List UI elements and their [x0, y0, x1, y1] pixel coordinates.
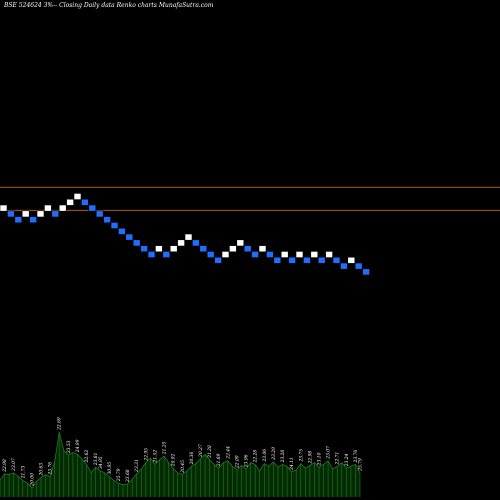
renko-brick-up	[36, 210, 45, 218]
renko-brick-down	[362, 268, 370, 276]
volume-value-label: 34.95	[99, 456, 104, 469]
renko-brick-down	[243, 245, 252, 253]
renko-brick-down	[147, 251, 156, 258]
renko-brick-down	[206, 251, 215, 258]
renko-brick-down	[199, 245, 208, 253]
renko-brick-down	[288, 256, 296, 264]
renko-brick-up	[258, 245, 267, 253]
renko-bricks	[0, 193, 370, 276]
volume-value-label: 23.28	[281, 450, 286, 464]
volume-value-label: 22.95	[144, 448, 149, 462]
renko-brick-up	[58, 204, 67, 212]
volume-value-label: 30.95	[108, 462, 113, 475]
volume-value-label: 24.11	[290, 457, 295, 471]
volume-value-label: 22.98	[308, 451, 313, 465]
renko-brick-up	[0, 204, 8, 212]
volume-value-label: 22.62	[85, 450, 90, 464]
volume-value-label: 22.44	[226, 446, 231, 460]
chart-title: BSE 524624 3%-- Closing Daily data Renko…	[3, 2, 214, 9]
renko-brick-down	[303, 256, 311, 264]
renko-brick-up	[21, 210, 30, 218]
renko-brick-down	[103, 216, 111, 224]
volume-value-label: 25.79	[359, 458, 364, 472]
volume-value-label: 20.45	[181, 460, 186, 474]
renko-brick-down	[192, 239, 200, 247]
renko-brick-up	[184, 233, 193, 241]
volume-value-label: 21.52	[153, 450, 158, 464]
volume-value-label: 25.79	[117, 468, 122, 482]
renko-brick-down	[29, 216, 37, 224]
renko-brick-down	[110, 222, 119, 229]
renko-brick-down	[340, 262, 348, 270]
renko-brick-down	[332, 256, 341, 264]
renko-brick-up	[73, 193, 82, 200]
renko-brick-down	[317, 256, 326, 264]
renko-brick-down	[14, 216, 23, 224]
renko-brick-up	[280, 251, 289, 258]
volume-value-label: 23.10	[318, 452, 323, 466]
renko-brick-up	[325, 251, 333, 258]
renko-brick-up	[310, 251, 319, 258]
volume-value-label: 23.31	[135, 459, 140, 473]
volume-value-label: 22.28	[254, 450, 259, 464]
renko-brick-up	[66, 198, 74, 206]
renko-brick-up	[236, 239, 245, 247]
renko-brick-down	[266, 251, 274, 258]
renko-brick-down	[214, 256, 222, 264]
volume-value-label: 20.92	[172, 453, 177, 467]
renko-brick-up	[347, 256, 356, 264]
volume-value-label: 22.98	[3, 459, 8, 473]
volume-value-label: 24.99	[76, 439, 81, 453]
renko-brick-up	[295, 251, 304, 258]
renko-brick-down	[162, 251, 171, 258]
volume-value-label: 23.07	[12, 458, 17, 472]
volume-value-label: 23.07	[327, 446, 332, 460]
volume-line	[0, 431, 361, 489]
volume-value-label: 21.89	[217, 453, 222, 467]
volume-value-label: 20.00	[30, 473, 35, 487]
volume-value-label: 21.73	[21, 466, 26, 480]
renko-brick-down	[88, 204, 97, 212]
renko-brick-up	[229, 245, 237, 253]
volume-value-label: 21.28	[208, 445, 213, 459]
renko-brick-up	[177, 239, 185, 247]
renko-brick-down	[140, 245, 148, 253]
renko-brick-down	[354, 262, 363, 270]
volume-value-label: 23.75	[299, 449, 304, 463]
renko-brick-down	[81, 198, 89, 206]
renko-brick-up	[169, 245, 178, 253]
renko-brick-down	[95, 210, 104, 218]
renko-brick-down	[273, 256, 282, 264]
volume-value-label: 23.81	[94, 453, 99, 467]
renko-brick-down	[125, 233, 134, 241]
volume-value-label: 23.06	[263, 449, 268, 463]
renko-brick-down	[132, 239, 141, 247]
volume-value-label: 20.36	[190, 452, 195, 466]
volume-panel	[0, 431, 361, 497]
renko-brick-up	[44, 204, 52, 212]
volume-value-label: 21.25	[163, 441, 168, 455]
volume-value-label: 23.53	[67, 440, 72, 454]
renko-brick-down	[7, 210, 15, 218]
renko-brick-up	[155, 245, 163, 253]
renko-brick-down	[251, 251, 259, 258]
volume-value-label: 23.76	[354, 450, 359, 464]
volume-area	[0, 431, 360, 497]
renko-brick-down	[51, 210, 60, 218]
volume-value-label: 23.68	[126, 469, 131, 483]
volume-value-label: 20.27	[199, 444, 204, 458]
volume-value-label: 22.09	[236, 455, 241, 469]
volume-labels: 22.98 23.07 21.73 20.00 20.63 23.76 22.69 23.53…	[3, 417, 363, 487]
reference-levels	[0, 186, 500, 211]
volume-value-label: 23.96	[245, 454, 250, 468]
volume-value-label: 22.71	[336, 452, 341, 466]
volume-value-label: 23.76	[49, 462, 54, 476]
volume-value-label: 23.24	[345, 453, 350, 467]
volume-value-label: 20.63	[40, 463, 45, 477]
renko-brick-down	[118, 227, 126, 235]
volume-value-label: 22.69	[58, 417, 63, 431]
volume-value-label: 23.29	[272, 447, 277, 461]
renko-brick-up	[221, 251, 230, 258]
